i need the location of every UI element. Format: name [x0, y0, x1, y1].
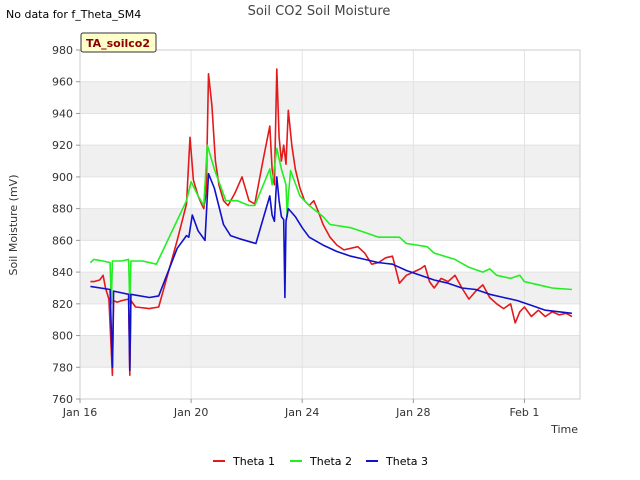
x-tick-label: Feb 1: [509, 406, 539, 419]
x-axis-ticks: Jan 16 Jan 20 Jan 24 Jan 28 Feb 1: [62, 399, 539, 419]
chart-title: Soil CO2 Soil Moisture: [248, 4, 391, 19]
x-axis-label: Time: [550, 423, 578, 436]
grid-band: [80, 81, 580, 114]
legend-label: Theta 1: [232, 455, 275, 468]
y-tick-label: 940: [52, 107, 73, 120]
legend: Theta 1 Theta 2 Theta 3: [213, 455, 428, 468]
y-tick-label: 920: [52, 139, 73, 152]
x-tick-label: Jan 20: [173, 406, 208, 419]
x-tick-label: Jan 28: [395, 406, 430, 419]
site-tag-label: TA_soilco2: [86, 37, 150, 50]
x-tick-label: Jan 24: [284, 406, 319, 419]
series-line-theta-1: [90, 68, 573, 376]
series-line-theta-2: [89, 144, 572, 305]
y-tick-label: 880: [52, 203, 73, 216]
grid-band: [80, 335, 580, 368]
y-axis-label: Soil Moisture (mV): [7, 175, 20, 276]
y-tick-label: 900: [52, 171, 73, 184]
y-tick-label: 840: [52, 266, 73, 279]
site-tag-box: [80, 32, 157, 53]
y-tick-label: 960: [52, 76, 73, 89]
y-tick-label: 800: [52, 330, 73, 343]
y-tick-label: 980: [52, 44, 73, 57]
y-axis-ticks: 760 780 800 820 840 860 880 900 920 940 960 980: [52, 44, 80, 406]
plot-background: [80, 81, 580, 368]
legend-label: Theta 2: [309, 455, 352, 468]
y-tick-label: 820: [52, 298, 73, 311]
no-data-note: No data for f_Theta_SM4: [6, 8, 141, 21]
plot-frame: [79, 49, 581, 400]
y-tick-label: 780: [52, 361, 73, 374]
x-tick-label: Jan 16: [62, 406, 97, 419]
legend-label: Theta 3: [385, 455, 428, 468]
y-tick-label: 860: [52, 234, 73, 247]
y-tick-label: 760: [52, 393, 73, 406]
grid-band: [80, 145, 580, 177]
site-tag: TA_soilco2: [80, 32, 157, 53]
series-line-theta-3: [90, 172, 572, 372]
series-lines: [89, 68, 573, 376]
